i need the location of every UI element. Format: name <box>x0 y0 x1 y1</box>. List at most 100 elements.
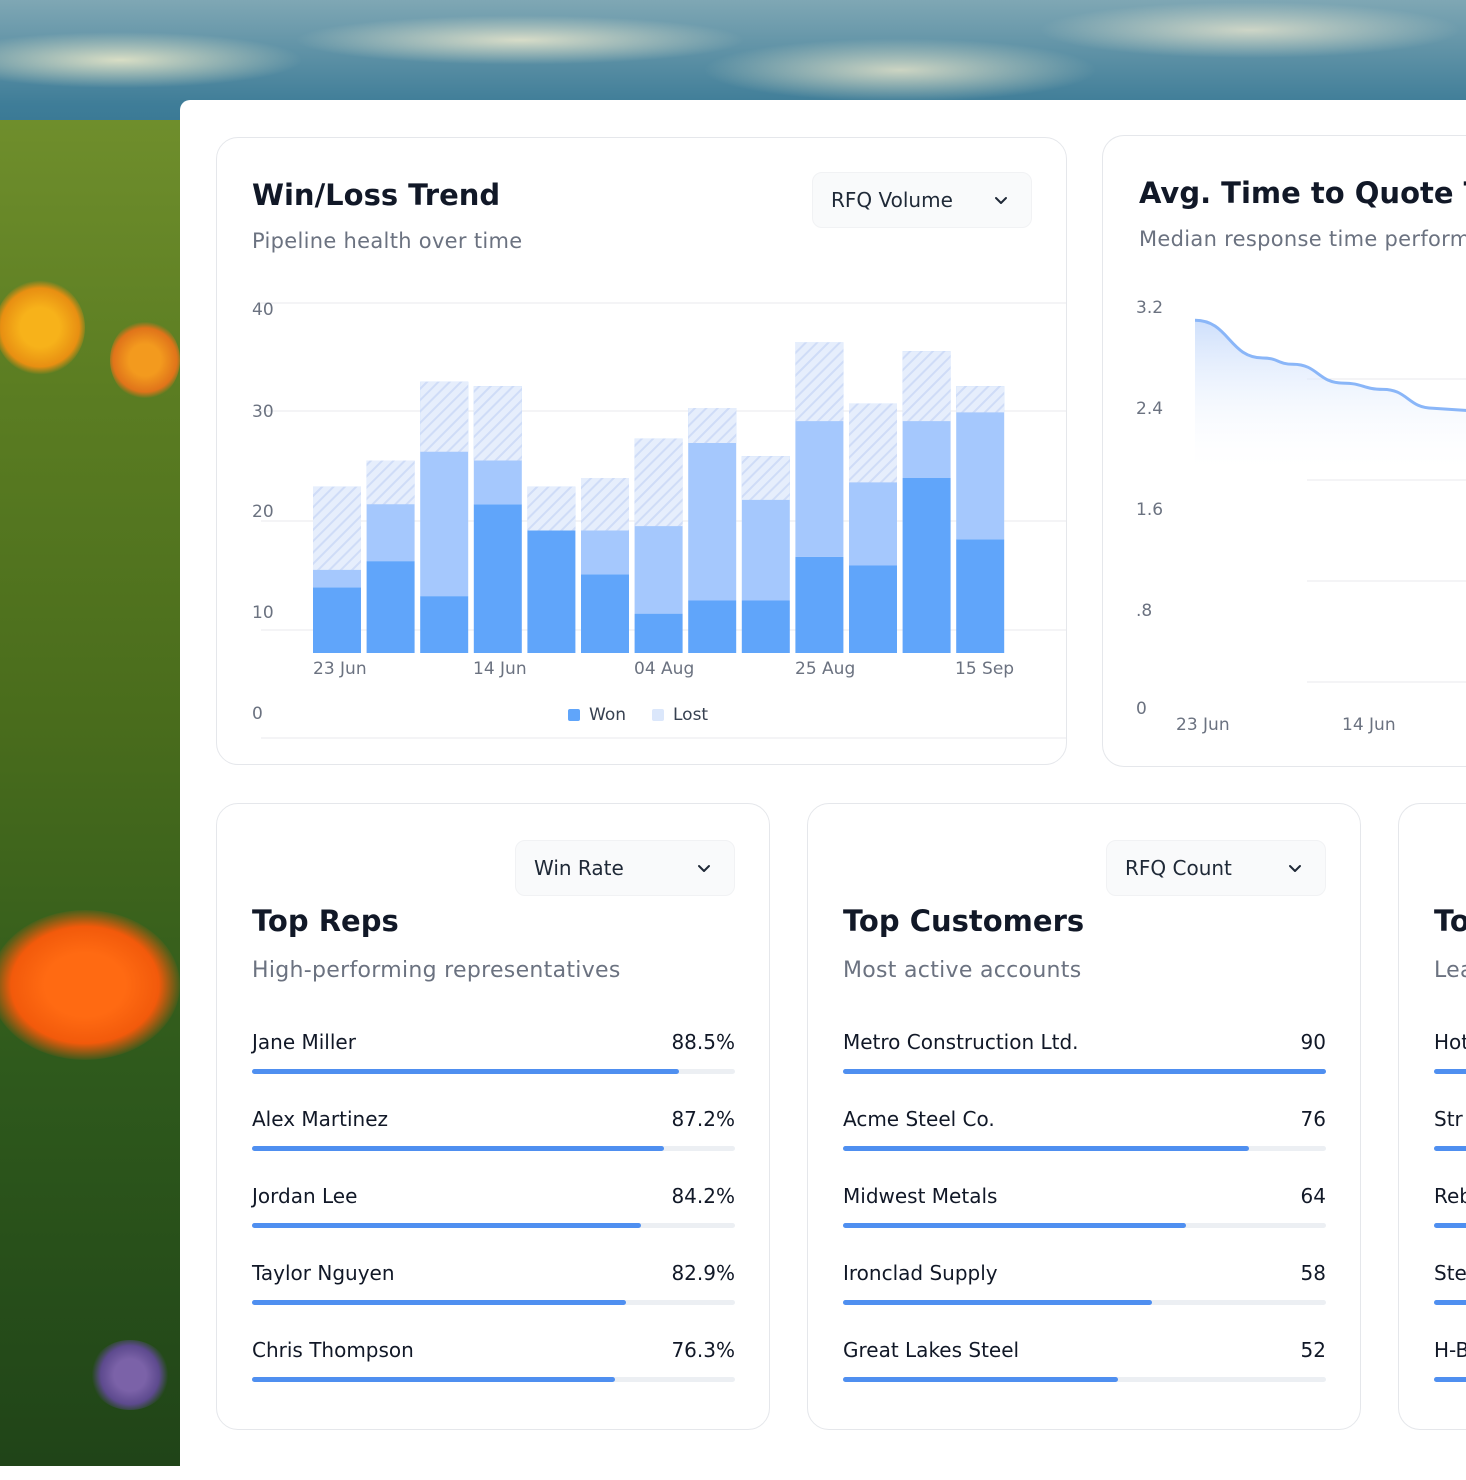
list-item[interactable]: Acme Steel Co. 76 <box>843 1107 1326 1184</box>
item-name: Ironclad Supply <box>843 1261 998 1285</box>
progress-track <box>843 1223 1326 1228</box>
bar-lost-hatch <box>634 438 683 527</box>
bar-won[interactable] <box>581 574 629 653</box>
item-name: Great Lakes Steel <box>843 1338 1020 1362</box>
progress-fill <box>1434 1300 1466 1305</box>
legend-swatch-won <box>568 709 580 721</box>
orange-flower <box>110 320 180 400</box>
list-item[interactable]: Ironclad Supply 58 <box>843 1261 1326 1338</box>
bar-won[interactable] <box>420 596 469 653</box>
dashboard-panel: Win/Loss Trend Pipeline health over time… <box>180 100 1466 1480</box>
list-item[interactable]: Alex Martinez 87.2% <box>252 1107 735 1184</box>
list-item[interactable]: Midwest Metals 64 <box>843 1184 1326 1261</box>
area-fill <box>1195 320 1466 476</box>
progress-fill <box>1434 1069 1466 1074</box>
win-loss-card: Win/Loss Trend Pipeline health over time… <box>216 137 1067 765</box>
item-name: Jane Miller <box>252 1030 356 1054</box>
progress-track <box>252 1146 735 1151</box>
list-item[interactable]: Reb <box>1434 1184 1466 1261</box>
list-item[interactable]: Jordan Lee 84.2% <box>252 1184 735 1261</box>
y-tick-label: 20 <box>252 502 274 522</box>
metric-select[interactable]: RFQ Volume <box>812 172 1032 228</box>
progress-fill <box>252 1377 616 1382</box>
list-item[interactable]: Chris Thompson 76.3% <box>252 1338 735 1415</box>
item-name: Taylor Nguyen <box>252 1261 395 1285</box>
bar-lost-hatch <box>366 460 415 505</box>
card-subtitle: Lea <box>1434 958 1466 983</box>
bar-lost-hatch <box>527 486 576 531</box>
item-name: Midwest Metals <box>843 1184 998 1208</box>
list-item[interactable]: Hot <box>1434 1030 1466 1107</box>
bar-won[interactable] <box>849 565 897 654</box>
progress-track <box>1434 1146 1466 1151</box>
bar-won[interactable] <box>741 600 790 654</box>
bar-won[interactable] <box>527 530 576 654</box>
metric-select[interactable]: Win Rate <box>515 840 735 896</box>
progress-track <box>252 1377 735 1382</box>
progress-track <box>1434 1300 1466 1305</box>
select-value: RFQ Count <box>1125 856 1232 880</box>
bar-won[interactable] <box>956 539 1005 653</box>
progress-track <box>843 1300 1326 1305</box>
item-name: Acme Steel Co. <box>843 1107 995 1131</box>
item-name: Hot <box>1434 1030 1466 1054</box>
bar-won[interactable] <box>473 504 522 653</box>
item-name: Str <box>1434 1107 1463 1131</box>
progress-fill <box>843 1069 1326 1074</box>
red-flower <box>0 910 180 1060</box>
item-name: Ste <box>1434 1261 1466 1285</box>
item-name: Alex Martinez <box>252 1107 388 1131</box>
bar-won[interactable] <box>366 561 415 653</box>
progress-fill <box>1434 1146 1466 1151</box>
progress-track <box>843 1069 1326 1074</box>
card-title: Avg. Time to Quote Trend <box>1139 176 1466 210</box>
bar-won[interactable] <box>795 556 844 653</box>
list-item[interactable]: Ste <box>1434 1261 1466 1338</box>
list-item[interactable]: H-B <box>1434 1338 1466 1415</box>
bar-lost-hatch <box>473 386 522 461</box>
y-tick-label: 0 <box>252 704 263 724</box>
item-value: 88.5% <box>671 1030 735 1054</box>
chevron-down-icon <box>698 865 710 872</box>
bar-won[interactable] <box>313 587 361 653</box>
item-name: Metro Construction Ltd. <box>843 1030 1079 1054</box>
y-tick-label: .8 <box>1136 601 1152 621</box>
item-name: Chris Thompson <box>252 1338 414 1362</box>
reps-list: Jane Miller 88.5% Alex Martinez 87.2% Jordan… <box>252 1030 735 1420</box>
series-line[interactable] <box>1194 318 1466 414</box>
item-value: 76.3% <box>671 1338 735 1362</box>
legend-label-won: Won <box>589 705 626 725</box>
list-item[interactable]: Great Lakes Steel 52 <box>843 1338 1326 1415</box>
bar-lost-hatch <box>741 456 790 500</box>
card-title: Top Customers <box>843 904 1085 938</box>
card-title: Win/Loss Trend <box>252 178 501 212</box>
x-tick-label: 04 Aug <box>634 659 694 679</box>
card-subtitle: Pipeline health over time <box>252 229 523 253</box>
bar-won[interactable] <box>688 600 737 654</box>
progress-track <box>252 1223 735 1228</box>
card-title: To <box>1434 904 1466 938</box>
list-item[interactable]: Str <box>1434 1107 1466 1184</box>
top-customers-card: RFQ Count Top Customers Most active acco… <box>807 803 1361 1430</box>
y-tick-label: 2.4 <box>1136 399 1163 419</box>
yellow-flower <box>0 280 85 375</box>
progress-track <box>252 1300 735 1305</box>
x-tick-label: 15 Sep <box>955 659 1014 679</box>
item-value: 76 <box>1300 1107 1326 1131</box>
bar-won[interactable] <box>902 478 951 653</box>
y-tick-label: 40 <box>252 300 274 320</box>
list-item[interactable]: Taylor Nguyen 82.9% <box>252 1261 735 1338</box>
progress-fill <box>843 1300 1153 1305</box>
progress-fill <box>252 1223 641 1228</box>
list-item[interactable]: Metro Construction Ltd. 90 <box>843 1030 1326 1107</box>
y-tick-label: 1.6 <box>1136 500 1163 520</box>
progress-fill <box>1434 1223 1466 1228</box>
item-value: 64 <box>1300 1184 1326 1208</box>
list-item[interactable]: Jane Miller 88.5% <box>252 1030 735 1107</box>
bar-lost-hatch <box>420 381 469 452</box>
y-tick-label: 3.2 <box>1136 298 1163 318</box>
item-value: 90 <box>1300 1030 1326 1054</box>
progress-track <box>1434 1377 1466 1382</box>
metric-select[interactable]: RFQ Count <box>1106 840 1326 896</box>
bar-won[interactable] <box>634 613 683 653</box>
